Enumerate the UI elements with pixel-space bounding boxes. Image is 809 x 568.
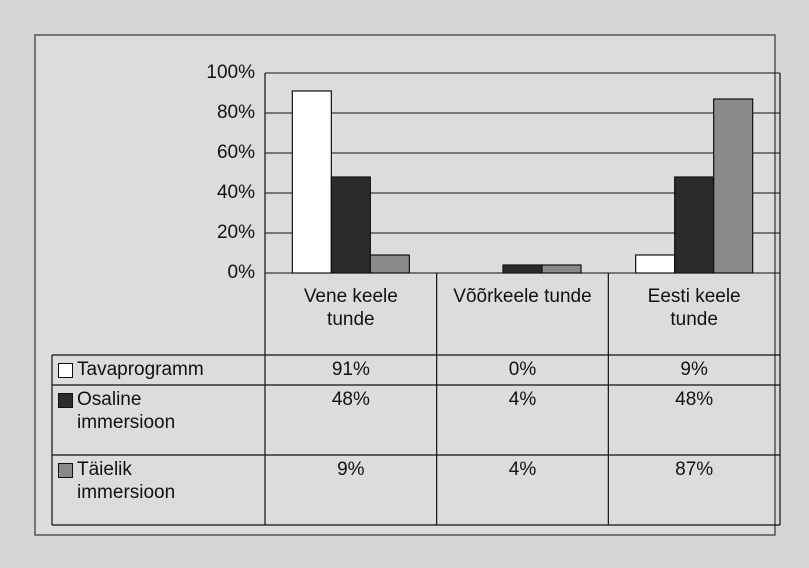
bar: [713, 98, 754, 274]
legend-entry: Osaline immersioon: [58, 388, 208, 434]
chart-frame: [34, 34, 776, 536]
legend-label: Täielik immersioon: [77, 459, 176, 503]
value-label: 48%: [331, 389, 370, 410]
bar: [502, 264, 543, 274]
bar: [291, 90, 332, 274]
legend-entry: Tavaprogramm: [58, 358, 208, 381]
y-tick-label: 60%: [217, 142, 255, 163]
bar: [330, 176, 371, 274]
y-tick-label: 80%: [217, 102, 255, 123]
value-label: 9%: [680, 359, 708, 380]
legend-key: [58, 463, 73, 478]
value-label: 4%: [508, 459, 537, 480]
legend-label: Tavaprogramm: [77, 359, 204, 380]
y-tick-label: 100%: [206, 62, 255, 83]
x-tick-label: Võõrkeele tunde: [453, 286, 592, 307]
y-tick-label: 20%: [217, 222, 255, 243]
legend-label: Osaline immersioon: [77, 389, 176, 433]
value-label: 87%: [675, 459, 714, 480]
x-tick-label: Vene keele tunde: [303, 286, 398, 330]
bar: [635, 254, 676, 274]
value-label: 9%: [337, 459, 365, 480]
value-label: 0%: [508, 359, 537, 380]
legend-key: [58, 363, 73, 378]
bar: [674, 176, 715, 274]
value-label: 91%: [331, 359, 370, 380]
x-tick-label: Eesti keele tunde: [647, 286, 741, 330]
bar: [369, 254, 410, 274]
bar: [541, 264, 582, 274]
y-tick-label: 40%: [217, 182, 255, 203]
legend-entry: Täielik immersioon: [58, 458, 208, 504]
value-label: 48%: [675, 389, 714, 410]
legend-key: [58, 393, 73, 408]
y-tick-label: 0%: [228, 262, 256, 283]
value-label: 4%: [508, 389, 537, 410]
